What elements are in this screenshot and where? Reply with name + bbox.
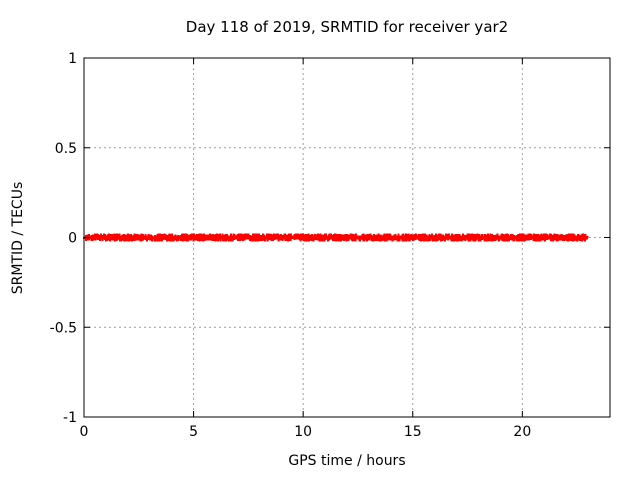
x-tick-label: 0 (80, 424, 89, 440)
x-tick-label: 5 (189, 424, 198, 440)
y-tick-label: 1 (68, 51, 77, 67)
y-tick-label: -1 (63, 410, 77, 426)
x-tick-label: 20 (513, 424, 531, 440)
y-tick-label: 0.5 (55, 141, 77, 157)
x-tick-label: 15 (404, 424, 422, 440)
chart-title: Day 118 of 2019, SRMTID for receiver yar… (185, 18, 509, 36)
x-axis-label: GPS time / hours (288, 453, 406, 469)
data-series-srmtid (83, 233, 589, 242)
y-tick-label: 0 (68, 231, 77, 247)
x-tick-label: 10 (294, 424, 312, 440)
y-tick-label: -0.5 (50, 320, 77, 336)
